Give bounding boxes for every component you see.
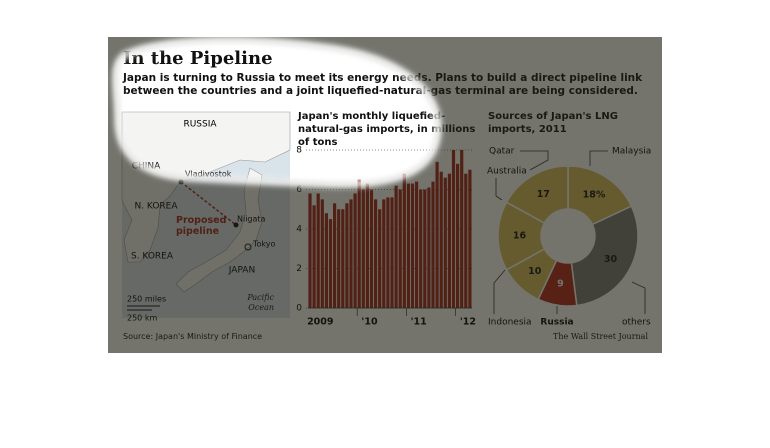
bar	[328, 219, 333, 308]
value-label: 30	[604, 254, 618, 265]
map-label: Vladivostok	[185, 170, 232, 179]
value-label: 16	[513, 231, 527, 242]
bar	[460, 150, 464, 308]
bar	[341, 209, 345, 308]
bar	[431, 181, 435, 308]
credit: The Wall Street Journal	[553, 332, 648, 341]
bar	[378, 209, 382, 308]
x-tick-label: 2009	[307, 317, 333, 328]
bar	[394, 185, 398, 308]
subtitle: Japan is turning to Russia to meet its e…	[123, 72, 643, 97]
value-label: 18%	[583, 190, 606, 201]
x-tick-label: '11	[411, 317, 427, 328]
bar	[308, 193, 312, 308]
bar	[402, 173, 406, 308]
pie-title: Sources of Japan's LNG imports, 2011	[488, 111, 618, 135]
category-label: others	[622, 318, 651, 328]
bar	[406, 183, 410, 308]
value-label: 10	[528, 266, 542, 277]
x-tick-label: '10	[361, 317, 378, 328]
bar	[443, 177, 447, 308]
category-label: Russia	[540, 318, 573, 328]
map-label: Pacific Ocean	[247, 293, 274, 312]
bar	[365, 183, 369, 308]
title: In the Pipeline	[123, 48, 273, 69]
bar	[398, 189, 402, 308]
bar	[468, 169, 472, 308]
bar	[357, 179, 361, 308]
bar	[439, 171, 443, 308]
map-label: S. KOREA	[131, 252, 174, 262]
bar	[415, 181, 419, 308]
value-label: 9	[557, 278, 564, 289]
bar	[390, 197, 394, 308]
bar	[324, 213, 328, 308]
bar	[410, 183, 415, 308]
y-tick-label: 2	[296, 264, 302, 274]
value-label: 17	[537, 189, 550, 200]
bar	[345, 203, 349, 308]
map-label: Niigata	[237, 215, 266, 224]
y-tick-label: 6	[296, 185, 302, 195]
bar	[464, 173, 468, 308]
y-tick-label: 4	[296, 225, 302, 235]
bar	[447, 173, 451, 308]
bar	[369, 189, 374, 308]
map-label: JAPAN	[228, 266, 255, 276]
bar	[386, 197, 390, 308]
map-label: N. KOREA	[134, 202, 178, 212]
bar	[374, 199, 378, 308]
bar	[312, 205, 316, 308]
bar	[423, 189, 427, 308]
bar	[316, 193, 320, 308]
category-label: Malaysia	[612, 147, 651, 157]
bar	[451, 150, 456, 308]
x-tick-label: '12	[460, 317, 476, 328]
map-label: 250 miles	[127, 295, 166, 304]
bar-title: Japan's monthly liquefied-natural-gas im…	[298, 111, 476, 148]
map-label: 250 km	[127, 314, 157, 323]
category-label: Qatar	[489, 147, 515, 157]
y-tick-label: 0	[296, 304, 302, 314]
category-label: Indonesia	[488, 318, 532, 328]
map-label: CHINA	[132, 162, 161, 172]
bar	[333, 203, 337, 308]
category-label: Australia	[487, 167, 527, 177]
bar	[361, 189, 365, 308]
bar	[382, 199, 386, 308]
bar	[353, 193, 357, 308]
bar	[419, 189, 423, 308]
city-dot	[178, 179, 184, 185]
map-label: Proposed pipeline	[176, 215, 227, 237]
bar	[320, 199, 324, 308]
bar	[456, 163, 460, 308]
map-label: RUSSIA	[183, 120, 217, 130]
source: Source: Japan's Ministry of Finance	[123, 332, 263, 341]
bar	[349, 199, 353, 308]
bar	[427, 187, 431, 308]
map-label: Tokyo	[252, 240, 276, 249]
bar	[337, 209, 341, 308]
bar	[435, 161, 439, 308]
